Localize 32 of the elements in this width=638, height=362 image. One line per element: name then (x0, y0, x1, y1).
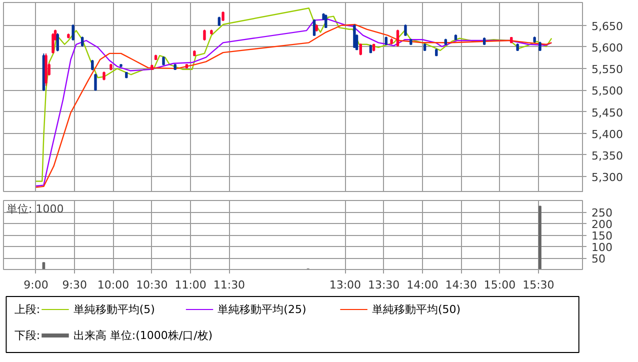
annotation: 単位: 1000 (6, 202, 64, 216)
legend-title: 上段: (14, 303, 40, 316)
y-tick-label: 50 (592, 252, 606, 266)
y-tick-label: 5,400 (592, 128, 623, 141)
x-tick-label: 13:30 (368, 278, 400, 292)
y-tick-label: 150 (592, 230, 612, 242)
y-tick-label: 5,550 (592, 63, 623, 76)
x-tick-label: 9:00 (24, 278, 48, 292)
x-tick-label: 15:00 (484, 278, 516, 292)
y-tick-label: 5,600 (592, 41, 623, 54)
x-tick-label: 11:00 (174, 278, 206, 292)
x-tick-label: 15:30 (522, 278, 554, 292)
y-tick-label: 5,300 (592, 171, 623, 184)
x-tick-label: 14:30 (445, 278, 477, 292)
y-tick-label: 5,450 (592, 106, 623, 120)
legend-label: 単純移動平均(25) (218, 303, 306, 316)
y-tick-label: 5,500 (592, 84, 623, 98)
x-tick-label: 14:00 (406, 278, 438, 292)
y-tick-label: 100 (592, 241, 612, 254)
x-tick-label: 13:00 (329, 278, 362, 292)
legend-title: 下段: (14, 329, 40, 342)
y-tick-label: 200 (592, 218, 612, 231)
legend-label: 単純移動平均(50) (372, 303, 461, 316)
y-tick-label: 5,350 (592, 149, 623, 162)
x-tick-label: 10:30 (136, 278, 168, 292)
x-tick-label: 10:00 (97, 278, 130, 292)
x-tick-label: 9:30 (62, 278, 87, 292)
legend-label: 単純移動平均(5) (73, 303, 155, 316)
x-tick-label: 11:30 (213, 278, 246, 292)
legend-label: 出来高 単位:(1000株/口/枚) (73, 329, 213, 342)
y-tick-label: 250 (592, 206, 612, 220)
y-tick-label: 5,650 (592, 20, 623, 33)
